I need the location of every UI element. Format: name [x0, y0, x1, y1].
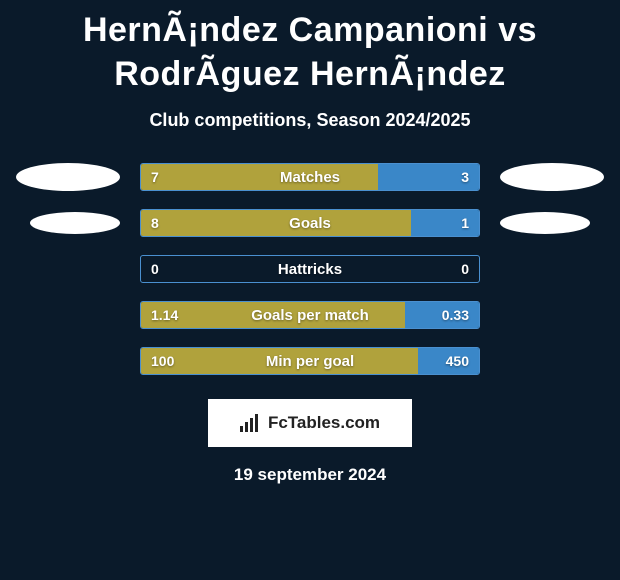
bar-right-fill	[418, 348, 479, 374]
comparison-rows: 73Matches 81Goals 00Hattricks 1.140.33Goals…	[0, 163, 620, 375]
bar-left-fill	[141, 210, 411, 236]
player-right-placeholder	[500, 212, 590, 234]
player-left-placeholder	[30, 212, 120, 234]
bar-left-fill	[141, 348, 418, 374]
subtitle: Club competitions, Season 2024/2025	[0, 110, 620, 131]
date-text: 19 september 2024	[0, 465, 620, 485]
bar-left-fill	[141, 164, 378, 190]
bars-icon	[240, 414, 262, 432]
spacer	[500, 347, 604, 375]
stat-bar: 73Matches	[140, 163, 480, 191]
stat-row: 100450Min per goal	[0, 347, 620, 375]
stat-bar: 81Goals	[140, 209, 480, 237]
logo-text: FcTables.com	[268, 413, 380, 433]
stat-row: 00Hattricks	[0, 255, 620, 283]
fctables-logo: FcTables.com	[208, 399, 412, 447]
bar-right-fill	[141, 256, 479, 282]
stat-bar: 00Hattricks	[140, 255, 480, 283]
bar-right-fill	[378, 164, 479, 190]
player-left-placeholder	[16, 163, 120, 191]
spacer	[16, 255, 120, 283]
spacer	[16, 301, 120, 329]
spacer	[500, 301, 604, 329]
page-title: HernÃ¡ndez Campanioni vs RodrÃ­guez Hern…	[0, 0, 620, 96]
stat-bar: 100450Min per goal	[140, 347, 480, 375]
bar-right-fill	[411, 210, 479, 236]
bar-right-fill	[405, 302, 479, 328]
stat-row: 1.140.33Goals per match	[0, 301, 620, 329]
stat-row: 73Matches	[0, 163, 620, 191]
stat-row: 81Goals	[0, 209, 620, 237]
infographic-container: HernÃ¡ndez Campanioni vs RodrÃ­guez Hern…	[0, 0, 620, 580]
bar-left-fill	[141, 302, 405, 328]
spacer	[500, 255, 604, 283]
spacer	[16, 347, 120, 375]
player-right-placeholder	[500, 163, 604, 191]
stat-bar: 1.140.33Goals per match	[140, 301, 480, 329]
